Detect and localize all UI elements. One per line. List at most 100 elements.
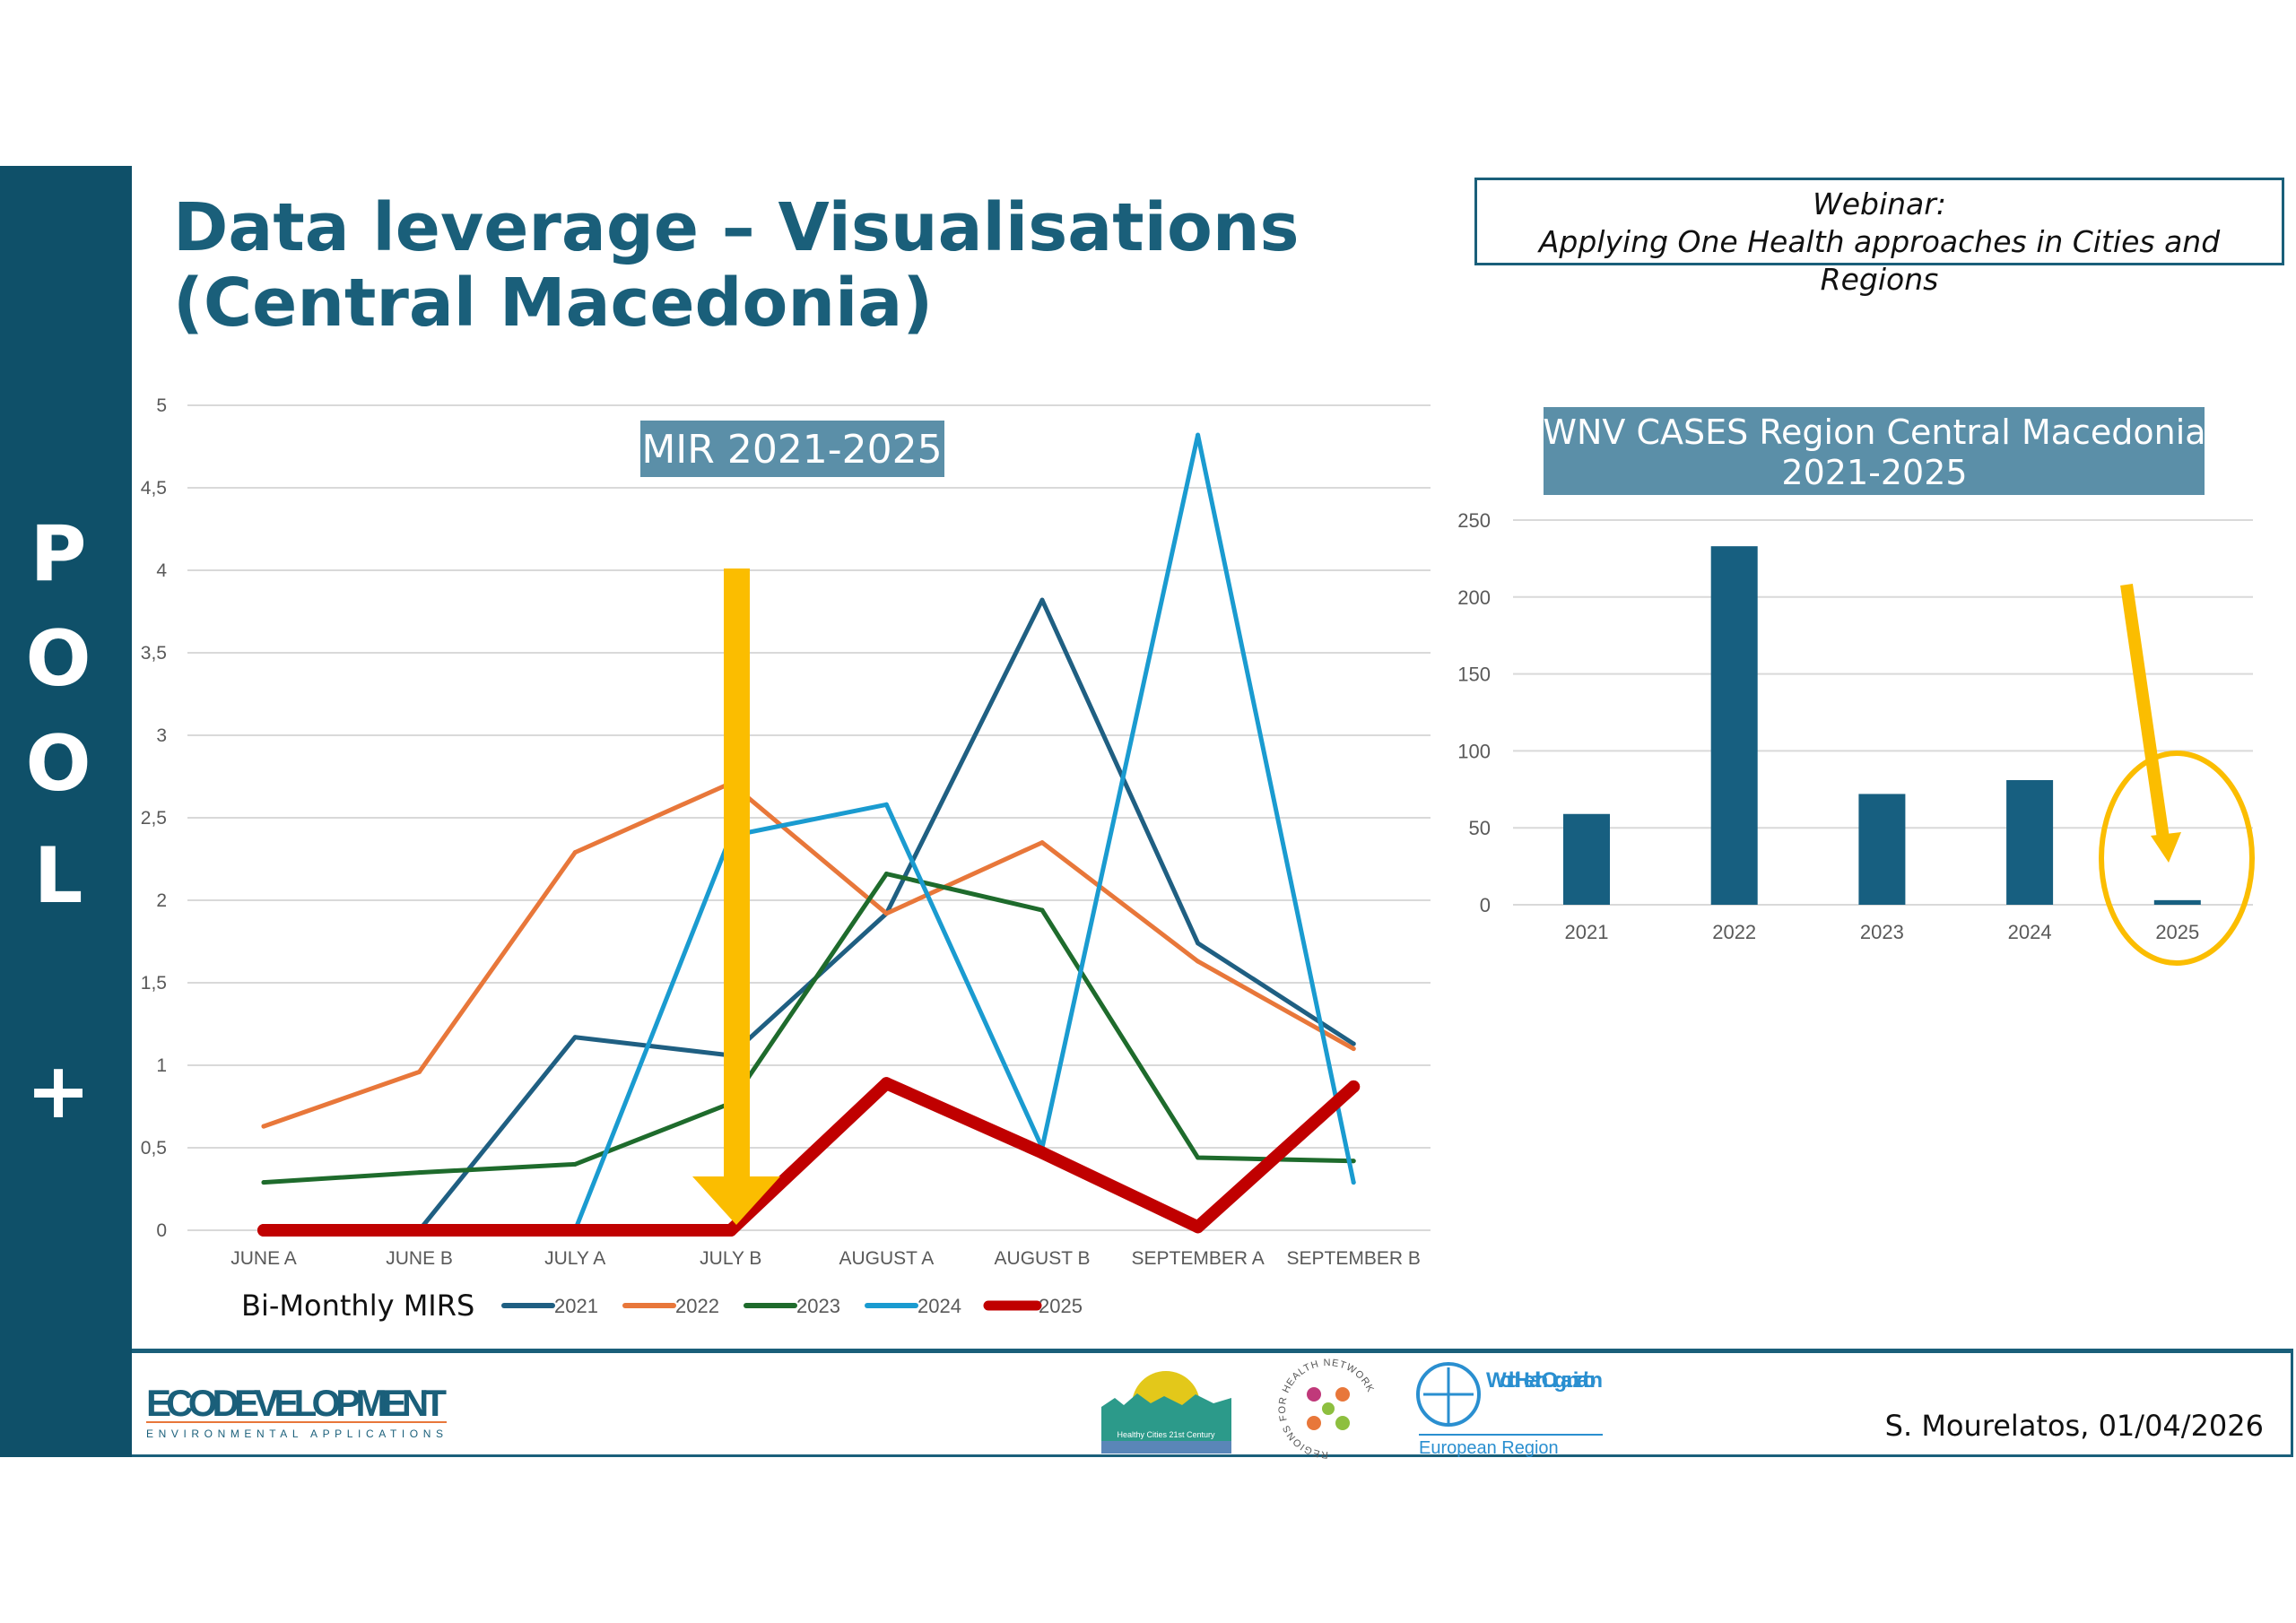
chart-title: WNV CASES Region Central Macedonia: [1543, 412, 2205, 452]
legend-label: 2024: [918, 1295, 961, 1317]
x-tick-label: 2025: [2155, 921, 2199, 943]
healthy-cities-logo: Healthy Cities 21st Century: [1101, 1371, 1231, 1454]
data-point: [1039, 840, 1045, 846]
series-line-2022: [261, 780, 1356, 1129]
logo-text: ECODEVELOPMENT: [146, 1382, 447, 1424]
series-line-2024: [572, 432, 1356, 1233]
y-tick-label: 4: [156, 560, 167, 581]
data-point: [1036, 1146, 1048, 1159]
bar: [1858, 794, 1906, 905]
data-point: [569, 1224, 582, 1237]
footer: ECODEVELOPMENT ENVIRONMENTAL APPLICATION…: [132, 1349, 2293, 1460]
data-point: [1191, 1220, 1205, 1234]
y-tick-label: 250: [1457, 509, 1491, 532]
data-point: [1196, 1155, 1201, 1160]
data-point: [417, 1069, 422, 1074]
x-axis-label: Bi-Monthly MIRS: [241, 1289, 474, 1323]
highlight-arrow-shaft: [724, 568, 750, 1178]
bar: [2006, 780, 2054, 905]
data-point: [1351, 1046, 1356, 1052]
data-point: [1039, 597, 1045, 603]
webinar-label: Webinar:: [1813, 187, 1946, 221]
data-point: [572, 1161, 578, 1167]
x-tick-label: AUGUST B: [995, 1248, 1091, 1269]
title-line: Data leverage – Visualisations: [173, 189, 1300, 266]
x-tick-label: JULY A: [544, 1248, 605, 1269]
x-tick-label: 2021: [1565, 921, 1609, 943]
data-point: [883, 872, 889, 877]
sidebar-letter: +: [25, 1046, 91, 1136]
data-point: [417, 1170, 422, 1176]
data-point: [880, 1077, 893, 1090]
x-tick-label: JUNE B: [386, 1248, 453, 1269]
data-point: [1351, 1041, 1356, 1046]
highlight-arrow-shaft: [2120, 583, 2170, 840]
x-tick-label: JUNE A: [230, 1248, 297, 1269]
bar: [1710, 546, 1758, 905]
author-date: S. Mourelatos, 01/04/2026: [1884, 1409, 2264, 1443]
data-point: [1196, 959, 1201, 964]
chart-title: 2021-2025: [1781, 453, 1967, 492]
title-line: (Central Macedonia): [173, 265, 934, 342]
webinar-subtitle: Applying One Health approaches in Cities…: [1538, 224, 2221, 297]
legend-label: 2022: [675, 1295, 719, 1317]
who-logo: World Health Organization European Regio…: [1416, 1362, 1603, 1458]
logo-text: World Health Organization: [1486, 1368, 1603, 1393]
x-tick-label: 2023: [1860, 921, 1904, 943]
data-point: [572, 1035, 578, 1040]
series-line-2025: [257, 1077, 1361, 1237]
y-tick-label: 1: [156, 1055, 167, 1076]
data-point: [1196, 941, 1201, 946]
chart-title-box: [640, 421, 944, 477]
webinar-box: Webinar: Applying One Health approaches …: [1474, 178, 2284, 297]
y-tick-label: 0: [156, 1220, 167, 1241]
legend-label: 2025: [1039, 1295, 1083, 1317]
sidebar-letter: L: [33, 831, 83, 921]
bar: [1563, 813, 1610, 905]
highlight-ellipse: [2099, 751, 2255, 966]
y-tick-label: 2: [156, 890, 167, 911]
x-tick-label: SEPTEMBER A: [1131, 1248, 1264, 1269]
data-point: [1351, 1159, 1356, 1164]
y-tick-label: 200: [1457, 586, 1491, 609]
chart-title: MIR 2021-2025: [641, 427, 942, 473]
x-tick-label: SEPTEMBER B: [1287, 1248, 1421, 1269]
data-point: [1196, 432, 1201, 438]
y-tick-label: 1,5: [141, 973, 167, 994]
y-tick-label: 4,5: [141, 478, 167, 499]
chart-title-box: [1544, 407, 2205, 495]
bar: [2153, 899, 2201, 905]
y-tick-label: 150: [1457, 664, 1491, 686]
regions-for-health-logo: Regions for Health Network: [1277, 1358, 1375, 1460]
y-tick-label: 0: [1480, 894, 1491, 916]
data-point: [257, 1224, 270, 1237]
sidebar-letter: O: [25, 614, 91, 704]
y-tick-label: 0,5: [141, 1138, 167, 1159]
y-tick-label: 3: [156, 725, 167, 746]
data-point: [1039, 907, 1045, 913]
x-tick-label: JULY B: [700, 1248, 761, 1269]
legend-label: 2023: [796, 1295, 840, 1317]
legend-label: 2021: [554, 1295, 598, 1317]
data-point: [883, 802, 889, 807]
data-point: [261, 1180, 266, 1185]
logo-text: European Region: [1419, 1438, 1559, 1458]
y-tick-label: 50: [1469, 817, 1491, 839]
ecodevelopment-logo: ECODEVELOPMENT ENVIRONMENTAL APPLICATION…: [146, 1382, 447, 1440]
sidebar-letter: P: [30, 509, 87, 599]
series-line-2023: [261, 872, 1356, 1185]
logo-text: ENVIRONMENTAL APPLICATIONS: [146, 1428, 447, 1440]
data-point: [724, 1224, 737, 1237]
sidebar: P O O L +: [0, 166, 132, 1457]
data-point: [572, 850, 578, 855]
x-tick-label: 2022: [1712, 921, 1756, 943]
sidebar-letter: O: [25, 719, 91, 809]
highlight-arrow-head: [2151, 832, 2181, 863]
y-tick-label: 5: [156, 395, 167, 416]
logo-text: Healthy Cities 21st Century: [1117, 1430, 1215, 1439]
data-point: [413, 1224, 426, 1237]
y-tick-label: 2,5: [141, 808, 167, 829]
y-tick-label: 3,5: [141, 643, 167, 664]
data-point: [1351, 1180, 1356, 1185]
highlight-arrow-head: [692, 1176, 780, 1225]
